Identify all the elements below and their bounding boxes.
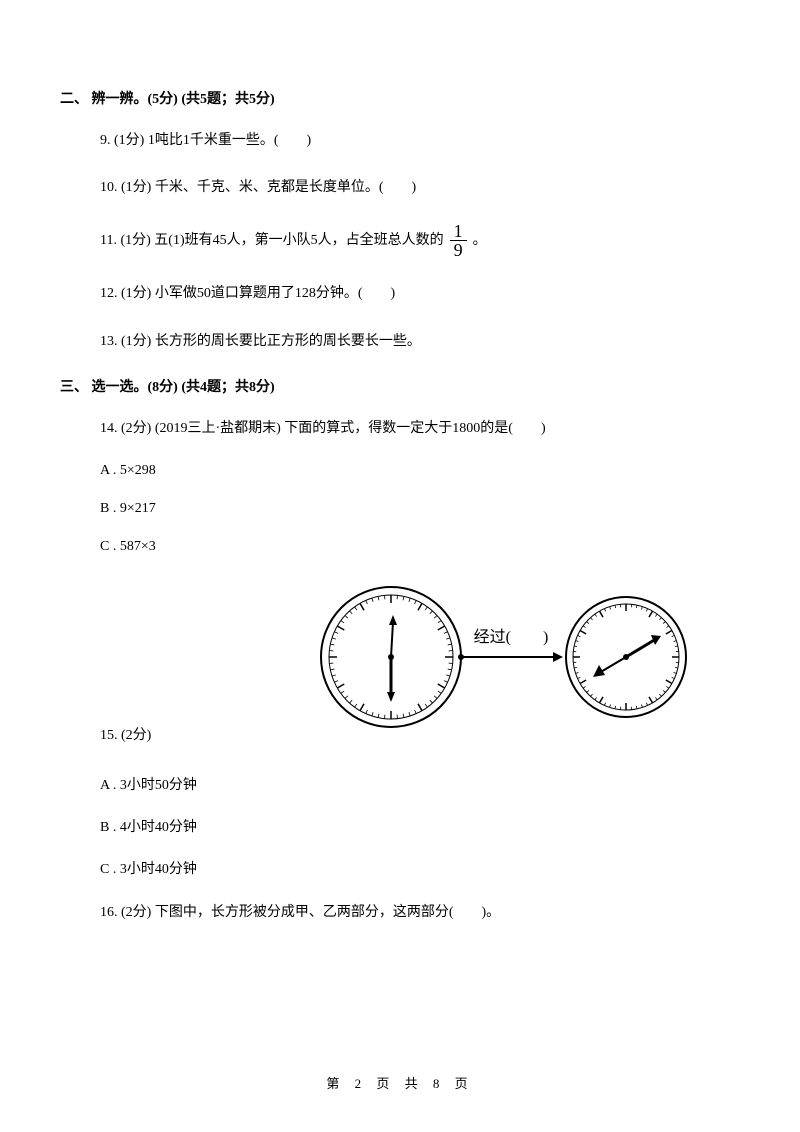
- clocks-svg: 经过( ): [311, 577, 691, 737]
- question-15-option-c: C . 3小时40分钟: [100, 858, 740, 878]
- question-15-row: 15. (2分) 经过( ): [60, 577, 740, 752]
- question-15-label: 15. (2分): [100, 724, 151, 752]
- clock-2: [566, 597, 686, 717]
- question-13: 13. (1分) 长方形的周长要比正方形的周长要长一些。: [100, 329, 740, 354]
- fraction-denominator: 9: [450, 241, 467, 259]
- fraction-1-9: 1 9: [450, 222, 467, 259]
- question-11: 11. (1分) 五(1)班有45人，第一小队5人，占全班总人数的 1 9 。: [100, 222, 740, 259]
- question-15-option-b: B . 4小时40分钟: [100, 816, 740, 836]
- question-14-option-a: A . 5×298: [100, 463, 740, 479]
- question-10: 10. (1分) 千米、千克、米、克都是长度单位。( ): [100, 175, 740, 200]
- question-12: 12. (1分) 小军做50道口算题用了128分钟。( ): [100, 281, 740, 306]
- fraction-numerator: 1: [450, 222, 467, 241]
- clocks-diagram: 经过( ): [311, 577, 691, 742]
- page-footer: 第 2 页 共 8 页: [0, 1073, 800, 1092]
- clock-1: [321, 587, 461, 727]
- question-14-option-c: C . 587×3: [100, 539, 740, 555]
- question-16: 16. (2分) 下图中，长方形被分成甲、乙两部分，这两部分( )。: [100, 900, 740, 925]
- clock-arrow-label: 经过( ): [474, 628, 549, 646]
- question-9: 9. (1分) 1吨比1千米重一些。( ): [100, 128, 740, 153]
- section-2-title: 二、 辨一辨。(5分) (共5题；共5分): [60, 88, 740, 108]
- question-14: 14. (2分) (2019三上·盐都期末) 下面的算式，得数一定大于1800的…: [100, 416, 740, 441]
- question-14-option-b: B . 9×217: [100, 501, 740, 517]
- question-11-suffix: 。: [473, 228, 487, 253]
- arrow-between-clocks: 经过( ): [458, 628, 563, 662]
- question-15-option-a: A . 3小时50分钟: [100, 774, 740, 794]
- question-11-prefix: 11. (1分) 五(1)班有45人，第一小队5人，占全班总人数的: [100, 228, 444, 253]
- section-3-title: 三、 选一选。(8分) (共4题；共8分): [60, 376, 740, 396]
